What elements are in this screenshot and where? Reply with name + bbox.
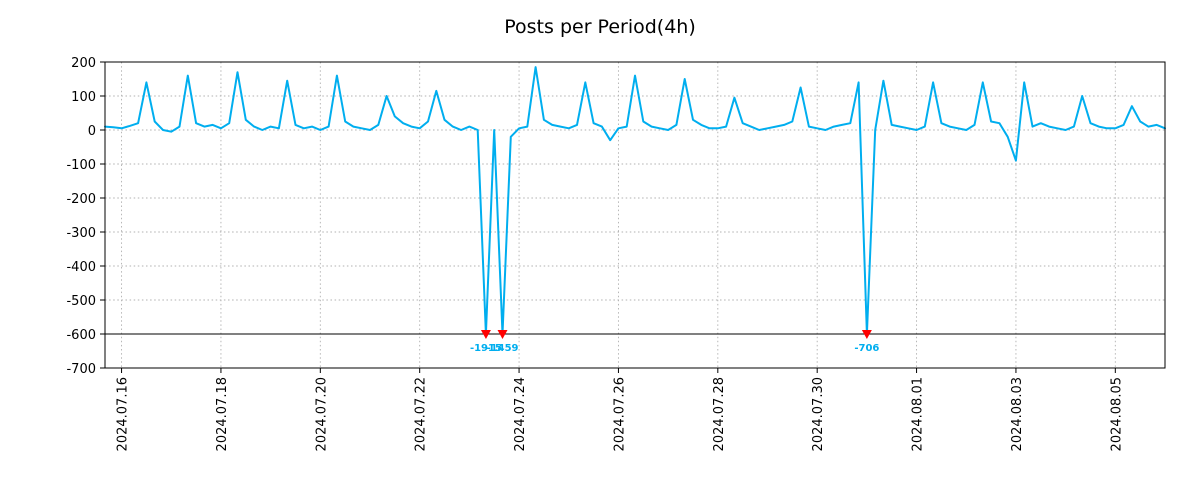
x-tick-label: 2024.07.26 (612, 377, 627, 451)
x-tick-label: 2024.08.05 (1109, 377, 1124, 451)
y-tick-label: -100 (66, 158, 96, 173)
y-tick-label: -300 (66, 226, 96, 241)
y-tick-label: 100 (71, 90, 96, 105)
clipped-value-arrow-icon (861, 330, 872, 339)
clipped-value-label: -706 (854, 343, 879, 354)
x-tick-label: 2024.07.22 (414, 377, 429, 451)
x-tick-label: 2024.07.24 (513, 377, 528, 451)
x-tick-label: 2024.07.20 (314, 377, 329, 451)
clipped-value-arrow-icon (480, 330, 491, 339)
y-tick-label: -200 (66, 192, 96, 207)
x-tick-label: 2024.07.28 (712, 377, 727, 451)
plot-frame (104, 61, 1166, 369)
x-tick-label: 2024.08.01 (911, 377, 926, 451)
y-tick-label: 200 (71, 56, 96, 71)
x-tick-label: 2024.07.30 (811, 377, 826, 451)
clipped-value-arrow-icon (497, 330, 508, 339)
chart-title: Posts per Period(4h) (504, 16, 696, 38)
y-tick-label: -500 (66, 294, 96, 309)
x-tick-label: 2024.08.03 (1010, 377, 1025, 451)
y-tick-label: -700 (66, 362, 96, 377)
y-tick-label: -400 (66, 260, 96, 275)
y-tick-label: 0 (88, 124, 96, 139)
clipped-value-label: -1915 (470, 343, 502, 354)
y-tick-label: -600 (66, 328, 96, 343)
clipped-value-label: -1459 (487, 343, 519, 354)
x-tick-label: 2024.07.18 (215, 377, 230, 451)
x-tick-label: 2024.07.16 (116, 377, 131, 451)
posts-line-series (104, 66, 1166, 335)
